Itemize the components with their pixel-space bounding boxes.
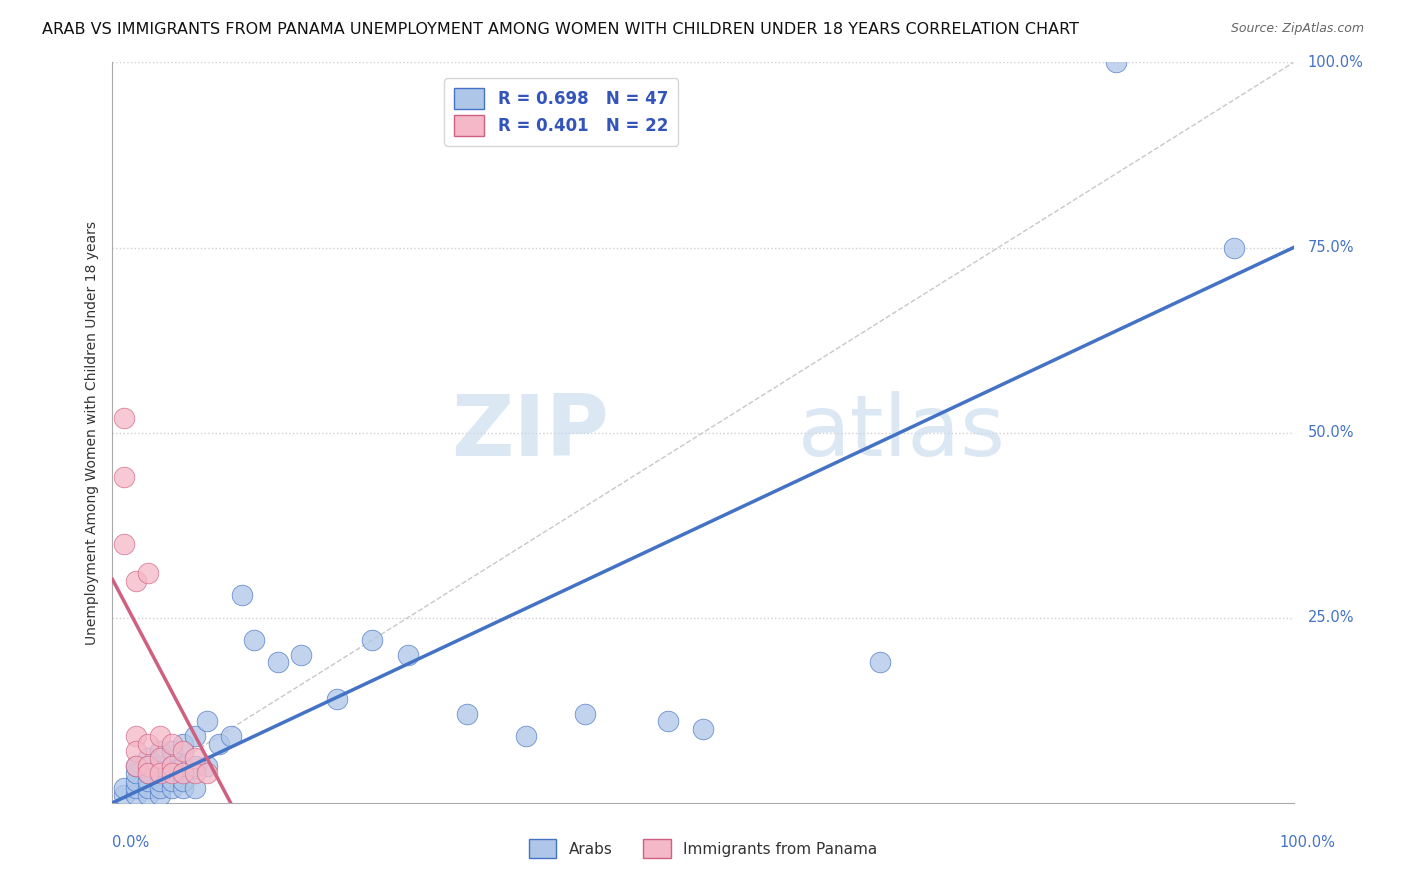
- Point: [574, 706, 596, 721]
- Legend: Arabs, Immigrants from Panama: Arabs, Immigrants from Panama: [522, 831, 884, 865]
- Point: [172, 737, 194, 751]
- Point: [149, 789, 172, 803]
- Point: [184, 729, 207, 743]
- Point: [136, 566, 159, 581]
- Point: [125, 773, 148, 788]
- Text: 0.0%: 0.0%: [112, 836, 149, 850]
- Point: [172, 758, 194, 772]
- Point: [160, 773, 183, 788]
- Point: [136, 789, 159, 803]
- Point: [112, 470, 135, 484]
- Point: [692, 722, 714, 736]
- Point: [160, 766, 183, 780]
- Point: [112, 410, 135, 425]
- Point: [136, 766, 159, 780]
- Point: [149, 758, 172, 772]
- Point: [172, 766, 194, 780]
- Point: [184, 780, 207, 795]
- Point: [515, 729, 537, 743]
- Point: [136, 751, 159, 765]
- Point: [160, 744, 183, 758]
- Point: [326, 692, 349, 706]
- Point: [267, 655, 290, 669]
- Point: [208, 737, 231, 751]
- Point: [1105, 55, 1128, 70]
- Point: [136, 780, 159, 795]
- Point: [195, 766, 218, 780]
- Point: [136, 737, 159, 751]
- Point: [125, 766, 148, 780]
- Point: [184, 751, 207, 765]
- Point: [172, 744, 194, 758]
- Text: atlas: atlas: [797, 391, 1005, 475]
- Point: [136, 766, 159, 780]
- Point: [243, 632, 266, 647]
- Point: [125, 780, 148, 795]
- Point: [160, 758, 183, 772]
- Point: [149, 751, 172, 765]
- Point: [125, 758, 148, 772]
- Point: [184, 758, 207, 772]
- Point: [149, 773, 172, 788]
- Point: [149, 780, 172, 795]
- Point: [172, 773, 194, 788]
- Point: [112, 789, 135, 803]
- Point: [125, 789, 148, 803]
- Point: [112, 780, 135, 795]
- Point: [125, 758, 148, 772]
- Point: [136, 773, 159, 788]
- Point: [1223, 240, 1246, 255]
- Point: [195, 714, 218, 729]
- Point: [195, 758, 218, 772]
- Point: [184, 766, 207, 780]
- Text: 75.0%: 75.0%: [1308, 240, 1354, 255]
- Point: [219, 729, 242, 743]
- Point: [125, 744, 148, 758]
- Point: [657, 714, 679, 729]
- Text: Source: ZipAtlas.com: Source: ZipAtlas.com: [1230, 22, 1364, 36]
- Point: [172, 780, 194, 795]
- Text: 100.0%: 100.0%: [1308, 55, 1364, 70]
- Point: [160, 737, 183, 751]
- Point: [160, 758, 183, 772]
- Point: [869, 655, 891, 669]
- Y-axis label: Unemployment Among Women with Children Under 18 years: Unemployment Among Women with Children U…: [84, 220, 98, 645]
- Text: ZIP: ZIP: [451, 391, 609, 475]
- Point: [361, 632, 384, 647]
- Text: 100.0%: 100.0%: [1279, 836, 1336, 850]
- Point: [290, 648, 312, 662]
- Text: 50.0%: 50.0%: [1308, 425, 1354, 440]
- Point: [125, 729, 148, 743]
- Point: [456, 706, 478, 721]
- Point: [149, 744, 172, 758]
- Point: [136, 758, 159, 772]
- Point: [160, 780, 183, 795]
- Text: ARAB VS IMMIGRANTS FROM PANAMA UNEMPLOYMENT AMONG WOMEN WITH CHILDREN UNDER 18 Y: ARAB VS IMMIGRANTS FROM PANAMA UNEMPLOYM…: [42, 22, 1080, 37]
- Point: [125, 574, 148, 588]
- Point: [112, 536, 135, 550]
- Point: [149, 729, 172, 743]
- Point: [231, 589, 253, 603]
- Text: 25.0%: 25.0%: [1308, 610, 1354, 625]
- Point: [149, 766, 172, 780]
- Point: [396, 648, 419, 662]
